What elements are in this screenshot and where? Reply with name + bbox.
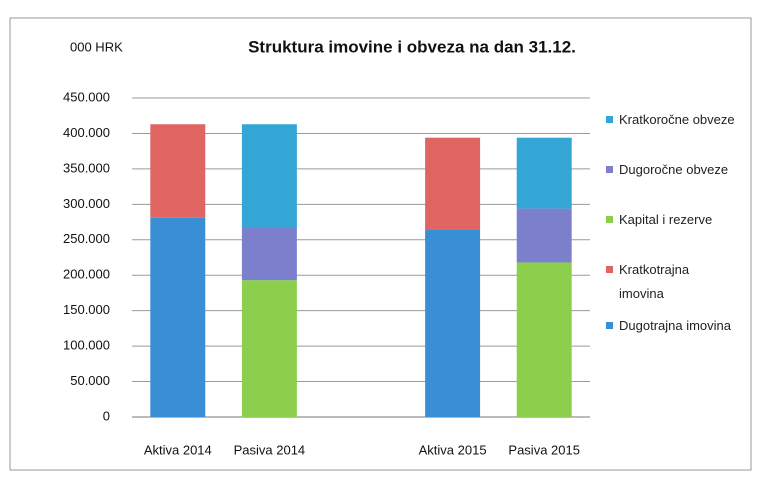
legend-swatch	[606, 216, 613, 223]
legend-label: Dugotrajna imovina	[619, 318, 732, 333]
y-tick-label: 100.000	[63, 338, 110, 353]
y-tick-label: 0	[103, 408, 110, 423]
bar-segment	[241, 227, 297, 281]
bar-segment	[241, 124, 297, 228]
x-tick-label: Aktiva 2014	[144, 442, 212, 457]
y-tick-label: 400.000	[63, 125, 110, 140]
legend-item: Kratkotrajna imovina	[606, 258, 726, 306]
x-tick-label: Pasiva 2014	[234, 442, 306, 457]
bar-segment	[516, 137, 572, 209]
bar-segment	[516, 208, 572, 263]
legend-item: Dugoročne obveze	[606, 158, 756, 182]
x-tick-label: Aktiva 2015	[419, 442, 487, 457]
legend-item: Dugotrajna imovina	[606, 314, 756, 338]
legend-swatch	[606, 266, 613, 273]
y-tick-label: 50.000	[70, 373, 110, 388]
y-tick-label: 350.000	[63, 160, 110, 175]
chart-title: Struktura imovine i obveza na dan 31.12.	[248, 37, 576, 56]
legend-label: Dugoročne obveze	[619, 162, 729, 177]
y-tick-label: 150.000	[63, 302, 110, 317]
legend-label: Kratkoročne obveze	[619, 112, 735, 127]
legend-item: Kapital i rezerve	[606, 208, 756, 232]
x-tick-label: Pasiva 2015	[508, 442, 580, 457]
bar-segment	[516, 262, 572, 417]
bar-segment	[425, 229, 481, 417]
chart-border	[9, 17, 752, 471]
y-tick-label: 250.000	[63, 231, 110, 246]
legend-label: Kratkotrajna imovina	[619, 262, 690, 301]
y-tick-label: 200.000	[63, 267, 110, 282]
y-tick-label: 300.000	[63, 196, 110, 211]
legend-swatch	[606, 322, 613, 329]
y-tick-label: 450.000	[63, 89, 110, 104]
legend-item: Kratkoročne obveze	[606, 108, 756, 132]
bar-segment	[150, 124, 206, 218]
y-unit: 000 HRK	[70, 39, 123, 54]
legend-swatch	[606, 116, 613, 123]
legend-label: Kapital i rezerve	[619, 212, 713, 227]
bar-segment	[150, 217, 206, 417]
legend-swatch	[606, 166, 613, 173]
bar-segment	[425, 137, 481, 230]
bar-segment	[241, 280, 297, 417]
